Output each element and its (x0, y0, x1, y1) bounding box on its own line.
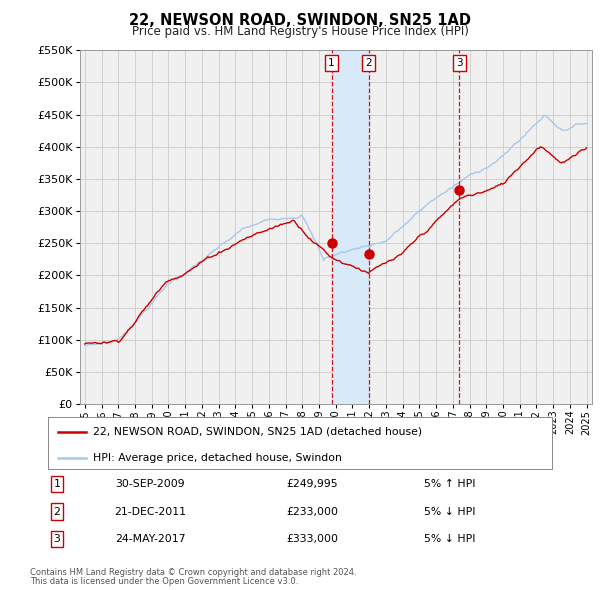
Text: 3: 3 (456, 58, 463, 68)
Text: 5% ↓ HPI: 5% ↓ HPI (424, 535, 476, 544)
Text: £233,000: £233,000 (286, 507, 338, 516)
Text: £333,000: £333,000 (286, 535, 338, 544)
Bar (332, 50, 368, 404)
Text: This data is licensed under the Open Government Licence v3.0.: This data is licensed under the Open Gov… (30, 577, 298, 586)
Text: 22, NEWSON ROAD, SWINDON, SN25 1AD: 22, NEWSON ROAD, SWINDON, SN25 1AD (129, 13, 471, 28)
Text: 1: 1 (328, 58, 335, 68)
Text: Price paid vs. HM Land Registry's House Price Index (HPI): Price paid vs. HM Land Registry's House … (131, 25, 469, 38)
Text: 21-DEC-2011: 21-DEC-2011 (114, 507, 186, 516)
Text: 30-SEP-2009: 30-SEP-2009 (115, 479, 185, 489)
Text: 1: 1 (53, 479, 61, 489)
Text: 22, NEWSON ROAD, SWINDON, SN25 1AD (detached house): 22, NEWSON ROAD, SWINDON, SN25 1AD (deta… (94, 427, 422, 437)
Text: Contains HM Land Registry data © Crown copyright and database right 2024.: Contains HM Land Registry data © Crown c… (30, 568, 356, 577)
Text: 5% ↓ HPI: 5% ↓ HPI (424, 507, 476, 516)
Text: 24-MAY-2017: 24-MAY-2017 (115, 535, 185, 544)
Text: 2: 2 (53, 507, 61, 516)
Text: 5% ↑ HPI: 5% ↑ HPI (424, 479, 476, 489)
Text: HPI: Average price, detached house, Swindon: HPI: Average price, detached house, Swin… (94, 453, 342, 463)
Text: 2: 2 (365, 58, 372, 68)
Text: £249,995: £249,995 (286, 479, 338, 489)
Text: 3: 3 (53, 535, 61, 544)
